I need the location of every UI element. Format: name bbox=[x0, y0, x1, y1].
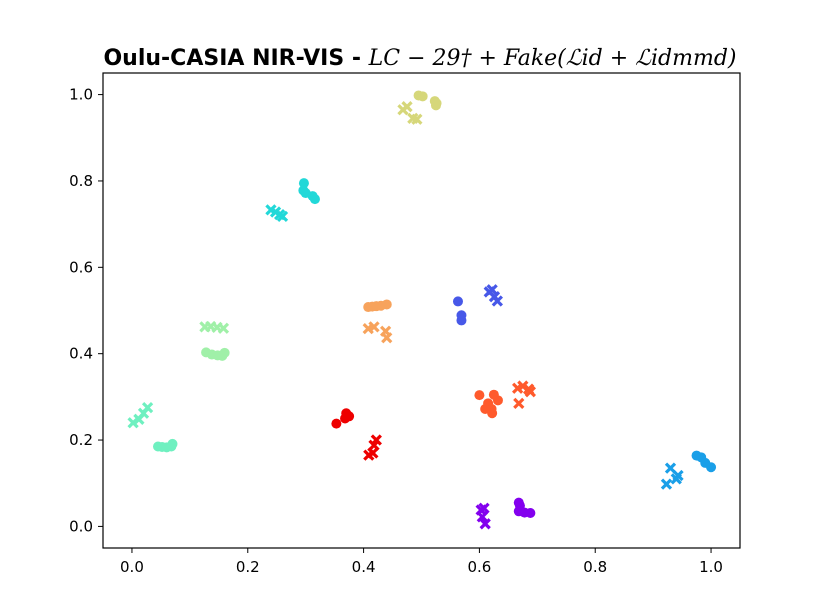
circle-point bbox=[331, 418, 342, 429]
circle-point bbox=[487, 408, 498, 419]
y-tick-label: 0.2 bbox=[69, 431, 93, 449]
y-tick-label: 0.0 bbox=[69, 517, 93, 535]
x-tick-label: 1.0 bbox=[699, 558, 723, 576]
cross-point bbox=[670, 473, 682, 485]
cross-point bbox=[141, 402, 154, 414]
circle-point bbox=[340, 413, 351, 424]
chart-title-bold: Oulu-CASIA NIR-VIS - bbox=[103, 46, 368, 71]
circle-point bbox=[452, 296, 463, 307]
cross-point bbox=[276, 210, 289, 222]
cross-point bbox=[217, 322, 230, 334]
cross-point bbox=[368, 321, 380, 333]
cross-point bbox=[478, 502, 490, 514]
data-points bbox=[127, 90, 717, 530]
y-tick-label: 0.4 bbox=[69, 345, 93, 363]
circle-point bbox=[381, 299, 392, 310]
x-axis: 0.0 0.2 0.4 0.6 0.8 1.0 bbox=[120, 548, 723, 576]
x-tick-label: 0.6 bbox=[467, 558, 491, 576]
circle-point bbox=[167, 438, 178, 449]
cross-point bbox=[476, 511, 488, 523]
circle-point bbox=[706, 462, 717, 473]
circle-point bbox=[525, 508, 536, 519]
circle-point bbox=[417, 91, 428, 102]
circle-point bbox=[456, 315, 467, 326]
circle-point bbox=[492, 395, 503, 406]
circle-point bbox=[298, 178, 309, 189]
circle-point bbox=[474, 390, 485, 401]
cross-point bbox=[660, 478, 673, 490]
cross-point bbox=[488, 291, 501, 303]
circle-point bbox=[219, 347, 230, 358]
cross-point bbox=[401, 101, 413, 113]
cross-point bbox=[381, 332, 393, 344]
chart-title: Oulu-CASIA NIR-VIS - LC − 29† + Fake(ℒid… bbox=[103, 46, 736, 71]
chart-title-math: LC − 29† + Fake(ℒid + ℒidmmd) bbox=[368, 46, 737, 71]
x-tick-label: 0.2 bbox=[236, 558, 260, 576]
cross-point bbox=[486, 284, 498, 296]
circle-point bbox=[309, 194, 320, 205]
plot-area bbox=[102, 72, 741, 549]
cross-point bbox=[411, 113, 423, 125]
circle-point bbox=[431, 98, 442, 109]
y-axis: 0.0 0.2 0.4 0.6 0.8 1.0 bbox=[69, 86, 103, 535]
cross-point bbox=[513, 397, 525, 409]
y-tick-label: 0.6 bbox=[69, 258, 93, 276]
y-tick-label: 1.0 bbox=[69, 86, 93, 104]
cross-point bbox=[127, 417, 139, 429]
cross-point bbox=[479, 518, 491, 530]
cross-point bbox=[523, 383, 535, 395]
x-tick-label: 0.0 bbox=[120, 558, 144, 576]
y-tick-label: 0.8 bbox=[69, 172, 93, 190]
cross-point bbox=[370, 434, 382, 446]
x-tick-label: 0.8 bbox=[583, 558, 607, 576]
x-tick-label: 0.4 bbox=[352, 558, 376, 576]
